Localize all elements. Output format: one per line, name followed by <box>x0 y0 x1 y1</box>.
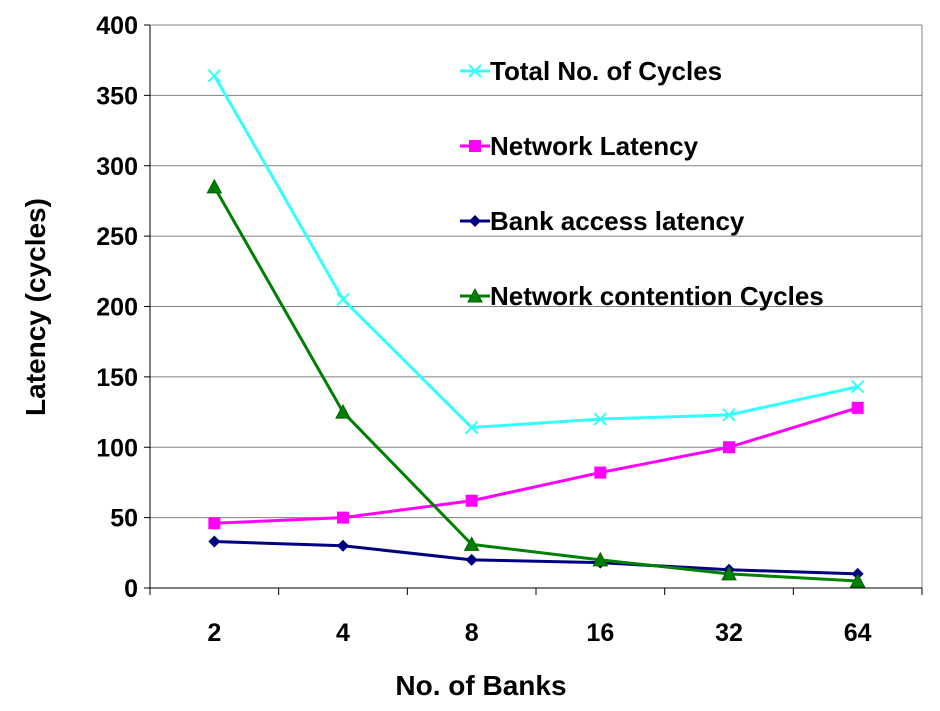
legend-marker <box>468 64 482 78</box>
data-point <box>208 517 221 530</box>
x-tick-label: 64 <box>844 619 872 647</box>
y-tick-label: 400 <box>96 12 138 40</box>
series-line <box>214 406 859 525</box>
legend-marker <box>467 287 483 303</box>
y-tick-label: 50 <box>110 505 138 533</box>
legend-entry: Bank access latency <box>460 206 745 236</box>
data-point <box>850 380 865 394</box>
series-total-no-of-cycles <box>207 68 865 435</box>
data-point <box>206 178 223 194</box>
series-network-contention-cycles <box>206 178 866 588</box>
y-tick-label: 0 <box>124 575 138 603</box>
series-line <box>213 74 858 430</box>
data-point <box>337 511 349 524</box>
data-point <box>463 536 480 551</box>
legend-label: Bank access latency <box>490 206 745 236</box>
data-point <box>592 551 609 567</box>
data-point <box>723 441 735 454</box>
legend: Total No. of Cycles Network Latency Bank a… <box>460 56 824 311</box>
series-line <box>213 186 858 583</box>
data-point <box>465 494 478 507</box>
y-tick-label: 100 <box>96 434 138 462</box>
data-point <box>593 412 608 426</box>
y-tick-label: 300 <box>96 153 138 181</box>
data-point <box>722 408 736 422</box>
data-point <box>464 420 479 435</box>
y-tick-label: 150 <box>96 364 138 392</box>
series-network-latency <box>208 401 864 530</box>
x-tick-label: 4 <box>336 619 350 647</box>
x-tick-label: 16 <box>586 619 614 647</box>
y-tick-label: 250 <box>96 223 138 251</box>
data-point <box>337 539 349 552</box>
y-tick-label: 200 <box>96 294 138 322</box>
x-tick-label: 32 <box>715 619 743 647</box>
legend-entry: Network Latency <box>460 131 699 161</box>
legend-entry: Total No. of Cycles <box>460 56 722 86</box>
legend-label: Network contention Cycles <box>490 281 824 311</box>
x-tick-label: 8 <box>465 619 479 647</box>
x-tick-label: 2 <box>207 619 221 647</box>
y-axis-title: Latency (cycles) <box>20 198 51 416</box>
y-tick-label: 350 <box>96 82 138 110</box>
axes: 0 50 100 150 200 250 300 350 400 2 4 8 16 32 64 <box>96 12 923 647</box>
data-point <box>849 572 866 588</box>
series-line <box>214 540 858 576</box>
series-bank-access-latency <box>208 535 864 580</box>
grid-lines <box>150 24 922 519</box>
legend-marker <box>469 140 481 152</box>
legend-entry: Network contention Cycles <box>460 281 824 311</box>
data-point <box>851 401 864 414</box>
data-point <box>208 535 221 548</box>
legend-label: Total No. of Cycles <box>490 56 722 86</box>
data-point <box>335 404 351 419</box>
data-point <box>465 553 478 566</box>
data-point <box>594 466 607 479</box>
data-point <box>721 565 737 581</box>
series-layer <box>206 68 866 588</box>
data-point <box>336 292 350 307</box>
x-axis-title: No. of Banks <box>395 670 566 701</box>
legend-marker <box>469 215 481 227</box>
data-point <box>207 68 222 83</box>
legend-label: Network Latency <box>490 131 699 161</box>
